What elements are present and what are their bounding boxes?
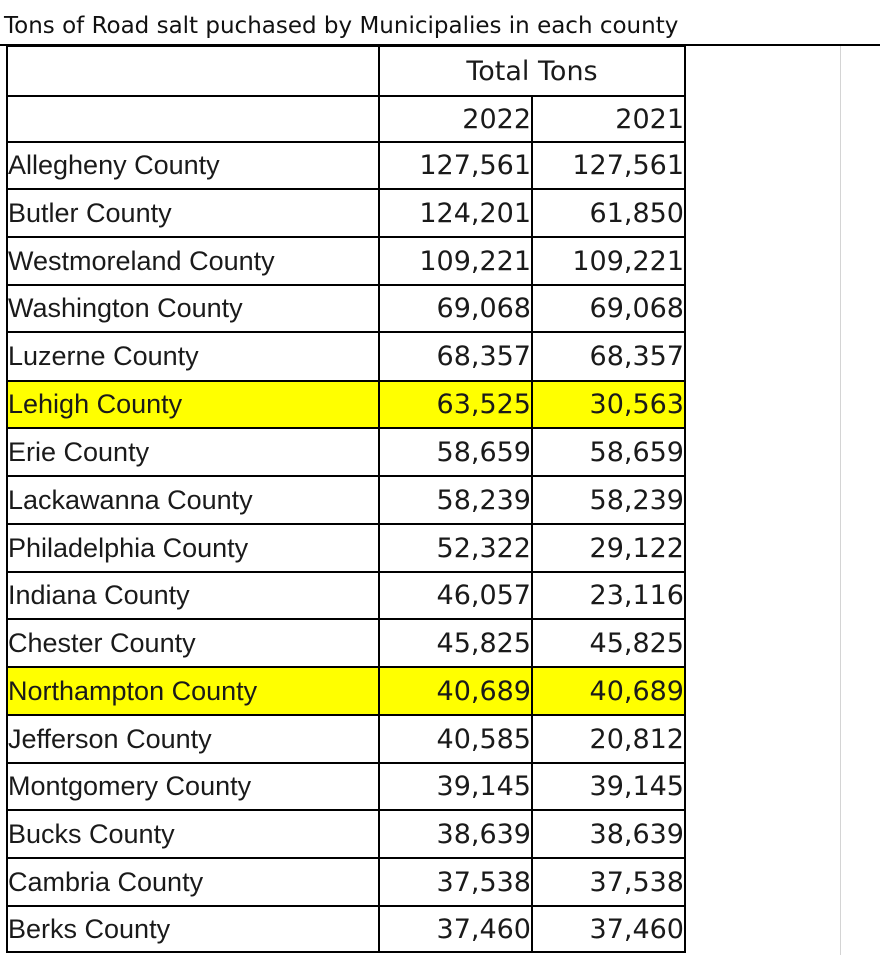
salt-table: Total Tons 2022 2021 Allegheny County 127…: [6, 45, 686, 953]
header-blank-cell[interactable]: [6, 95, 380, 143]
year-2021-header[interactable]: 2021: [531, 95, 686, 143]
county-cell[interactable]: Northampton County: [6, 666, 380, 716]
county-cell[interactable]: Cambria County: [6, 857, 380, 907]
county-cell[interactable]: Indiana County: [6, 571, 380, 620]
table-row: Philadelphia County 52,322 29,122: [6, 523, 686, 573]
table-row: Northampton County 40,689 40,689: [6, 666, 686, 716]
table-row: Cambria County 37,538 37,538: [6, 857, 686, 907]
county-cell[interactable]: Luzerne County: [6, 331, 380, 382]
county-cell[interactable]: Washington County: [6, 284, 380, 333]
tons-2021-cell[interactable]: 68,357: [531, 331, 686, 382]
tons-2021-cell[interactable]: 37,460: [531, 905, 686, 953]
header-row-years: 2022 2021: [6, 95, 686, 143]
county-cell[interactable]: Bucks County: [6, 809, 380, 859]
tons-2021-cell[interactable]: 127,561: [531, 141, 686, 190]
tons-2022-cell[interactable]: 68,357: [378, 331, 533, 382]
tons-2022-cell[interactable]: 58,659: [378, 427, 533, 477]
table-row: Lackawanna County 58,239 58,239: [6, 475, 686, 525]
sheet-title[interactable]: Tons of Road salt puchased by Municipali…: [4, 13, 679, 39]
table-row: Chester County 45,825 45,825: [6, 618, 686, 668]
county-cell[interactable]: Erie County: [6, 427, 380, 477]
tons-2021-cell[interactable]: 58,239: [531, 475, 686, 525]
table-row: Montgomery County 39,145 39,145: [6, 762, 686, 811]
tons-2022-cell[interactable]: 124,201: [378, 188, 533, 238]
tons-2021-cell[interactable]: 29,122: [531, 523, 686, 573]
year-2022-header[interactable]: 2022: [378, 95, 533, 143]
tons-2022-cell[interactable]: 58,239: [378, 475, 533, 525]
total-tons-header[interactable]: Total Tons: [378, 45, 686, 97]
county-cell[interactable]: Berks County: [6, 905, 380, 953]
tons-2022-cell[interactable]: 39,145: [378, 762, 533, 811]
tons-2021-cell[interactable]: 39,145: [531, 762, 686, 811]
tons-2022-cell[interactable]: 45,825: [378, 618, 533, 668]
county-cell[interactable]: Lehigh County: [6, 380, 380, 429]
table-row: Berks County 37,460 37,460: [6, 905, 686, 953]
tons-2022-cell[interactable]: 127,561: [378, 141, 533, 190]
tons-2021-cell[interactable]: 45,825: [531, 618, 686, 668]
tons-2021-cell[interactable]: 61,850: [531, 188, 686, 238]
tons-2021-cell[interactable]: 37,538: [531, 857, 686, 907]
county-cell[interactable]: Chester County: [6, 618, 380, 668]
table-row: Allegheny County 127,561 127,561: [6, 141, 686, 190]
tons-2022-cell[interactable]: 37,460: [378, 905, 533, 953]
gridline: [840, 46, 841, 955]
county-cell[interactable]: Lackawanna County: [6, 475, 380, 525]
tons-2021-cell[interactable]: 69,068: [531, 284, 686, 333]
tons-2022-cell[interactable]: 40,585: [378, 714, 533, 764]
tons-2022-cell[interactable]: 69,068: [378, 284, 533, 333]
tons-2021-cell[interactable]: 23,116: [531, 571, 686, 620]
table-row: Indiana County 46,057 23,116: [6, 571, 686, 620]
tons-2021-cell[interactable]: 30,563: [531, 380, 686, 429]
table-row: Butler County 124,201 61,850: [6, 188, 686, 238]
tons-2022-cell[interactable]: 38,639: [378, 809, 533, 859]
tons-2022-cell[interactable]: 37,538: [378, 857, 533, 907]
county-cell[interactable]: Allegheny County: [6, 141, 380, 190]
county-cell[interactable]: Montgomery County: [6, 762, 380, 811]
header-row-group: Total Tons: [6, 45, 686, 97]
tons-2021-cell[interactable]: 20,812: [531, 714, 686, 764]
table-row: Bucks County 38,639 38,639: [6, 809, 686, 859]
table-row: Luzerne County 68,357 68,357: [6, 331, 686, 382]
table-row: Erie County 58,659 58,659: [6, 427, 686, 477]
tons-2022-cell[interactable]: 40,689: [378, 666, 533, 716]
table-row: Washington County 69,068 69,068: [6, 284, 686, 333]
table-row: Lehigh County 63,525 30,563: [6, 380, 686, 429]
county-cell[interactable]: Jefferson County: [6, 714, 380, 764]
tons-2021-cell[interactable]: 38,639: [531, 809, 686, 859]
header-blank-cell[interactable]: [6, 45, 380, 97]
county-cell[interactable]: Philadelphia County: [6, 523, 380, 573]
table-row: Westmoreland County 109,221 109,221: [6, 236, 686, 286]
title-border: [0, 44, 880, 46]
table-row: Jefferson County 40,585 20,812: [6, 714, 686, 764]
county-cell[interactable]: Butler County: [6, 188, 380, 238]
tons-2022-cell[interactable]: 109,221: [378, 236, 533, 286]
tons-2022-cell[interactable]: 46,057: [378, 571, 533, 620]
tons-2022-cell[interactable]: 63,525: [378, 380, 533, 429]
tons-2021-cell[interactable]: 58,659: [531, 427, 686, 477]
tons-2021-cell[interactable]: 109,221: [531, 236, 686, 286]
tons-2022-cell[interactable]: 52,322: [378, 523, 533, 573]
county-cell[interactable]: Westmoreland County: [6, 236, 380, 286]
tons-2021-cell[interactable]: 40,689: [531, 666, 686, 716]
